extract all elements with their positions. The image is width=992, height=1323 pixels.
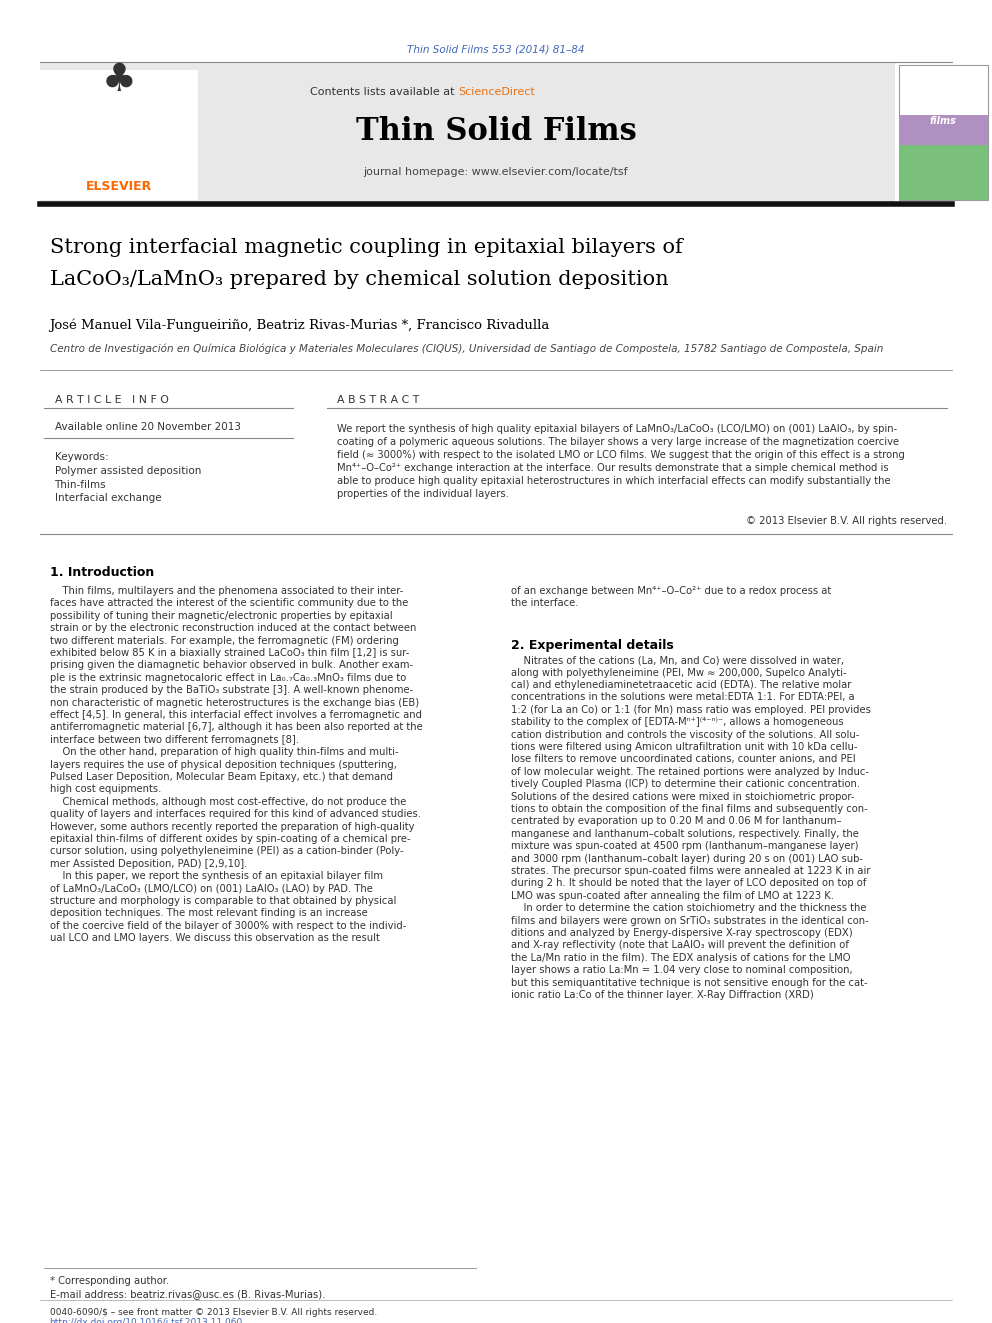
Text: LaCoO₃/LaMnO₃ prepared by chemical solution deposition: LaCoO₃/LaMnO₃ prepared by chemical solut… [50, 270, 669, 288]
Text: but this semiquantitative technique is not sensitive enough for the cat-: but this semiquantitative technique is n… [511, 978, 868, 987]
Text: José Manuel Vila-Fungueiriño, Beatriz Rivas-Murias *, Francisco Rivadulla: José Manuel Vila-Fungueiriño, Beatriz Ri… [50, 318, 550, 332]
Text: ELSEVIER: ELSEVIER [86, 180, 152, 193]
Text: Thin films, multilayers and the phenomena associated to their inter-: Thin films, multilayers and the phenomen… [50, 586, 403, 595]
Text: effect [4,5]. In general, this interfacial effect involves a ferromagnetic and: effect [4,5]. In general, this interfaci… [50, 710, 422, 720]
Text: Keywords:: Keywords: [55, 452, 108, 462]
Text: structure and morphology is comparable to that obtained by physical: structure and morphology is comparable t… [50, 896, 396, 906]
Text: cal) and ethylenediaminetetraacetic acid (EDTA). The relative molar: cal) and ethylenediaminetetraacetic acid… [511, 680, 851, 691]
Text: Contents lists available at: Contents lists available at [310, 87, 458, 97]
Text: and X-ray reflectivity (note that LaAlO₃ will prevent the definition of: and X-ray reflectivity (note that LaAlO₃… [511, 941, 849, 950]
Text: of LaMnO₃/LaCoO₃ (LMO/LCO) on (001) LaAlO₃ (LAO) by PAD. The: of LaMnO₃/LaCoO₃ (LMO/LCO) on (001) LaAl… [50, 884, 372, 893]
FancyBboxPatch shape [899, 115, 988, 146]
Text: antiferromagnetic material [6,7], although it has been also reported at the: antiferromagnetic material [6,7], althou… [50, 722, 423, 733]
Text: the strain produced by the BaTiO₃ substrate [3]. A well-known phenome-: the strain produced by the BaTiO₃ substr… [50, 685, 413, 695]
Text: mer Assisted Deposition, PAD) [2,9,10].: mer Assisted Deposition, PAD) [2,9,10]. [50, 859, 247, 869]
Text: 1:2 (for La an Co) or 1:1 (for Mn) mass ratio was employed. PEI provides: 1:2 (for La an Co) or 1:1 (for Mn) mass … [511, 705, 871, 714]
Text: 2. Experimental details: 2. Experimental details [511, 639, 674, 652]
Text: strain or by the electronic reconstruction induced at the contact between: strain or by the electronic reconstructi… [50, 623, 416, 634]
Text: exhibited below 85 K in a biaxially strained LaCoO₃ thin film [1,2] is sur-: exhibited below 85 K in a biaxially stra… [50, 648, 409, 658]
Text: ditions and analyzed by Energy-dispersive X-ray spectroscopy (EDX): ditions and analyzed by Energy-dispersiv… [511, 927, 852, 938]
Text: stability to the complex of [EDTA-Mⁿ⁺]⁽⁴⁻ⁿ⁾⁻, allows a homogeneous: stability to the complex of [EDTA-Mⁿ⁺]⁽⁴… [511, 717, 843, 728]
Text: strates. The precursor spun-coated films were annealed at 1223 K in air: strates. The precursor spun-coated films… [511, 867, 870, 876]
Text: tions were filtered using Amicon ultrafiltration unit with 10 kDa cellu-: tions were filtered using Amicon ultrafi… [511, 742, 857, 751]
Text: A B S T R A C T: A B S T R A C T [337, 396, 420, 405]
FancyBboxPatch shape [40, 64, 895, 202]
Text: non characteristic of magnetic heterostructures is the exchange bias (EB): non characteristic of magnetic heterostr… [50, 697, 419, 708]
Text: Pulsed Laser Deposition, Molecular Beam Epitaxy, etc.) that demand: Pulsed Laser Deposition, Molecular Beam … [50, 773, 393, 782]
Text: LMO was spun-coated after annealing the film of LMO at 1223 K.: LMO was spun-coated after annealing the … [511, 890, 834, 901]
Text: © 2013 Elsevier B.V. All rights reserved.: © 2013 Elsevier B.V. All rights reserved… [746, 516, 947, 527]
Text: thin
solid
films: thin solid films [930, 94, 957, 126]
Text: Available online 20 November 2013: Available online 20 November 2013 [55, 422, 240, 433]
Text: We report the synthesis of high quality epitaxial bilayers of LaMnO₃/LaCoO₃ (LCO: We report the synthesis of high quality … [337, 423, 898, 434]
Text: Strong interfacial magnetic coupling in epitaxial bilayers of: Strong interfacial magnetic coupling in … [50, 238, 682, 257]
Text: faces have attracted the interest of the scientific community due to the: faces have attracted the interest of the… [50, 598, 408, 609]
Text: Nitrates of the cations (La, Mn, and Co) were dissolved in water,: Nitrates of the cations (La, Mn, and Co)… [511, 655, 844, 665]
Text: Thin-films: Thin-films [55, 479, 106, 490]
Text: of the coercive field of the bilayer of 3000% with respect to the individ-: of the coercive field of the bilayer of … [50, 921, 406, 931]
Text: In this paper, we report the synthesis of an epitaxial bilayer film: In this paper, we report the synthesis o… [50, 872, 383, 881]
Text: tions to obtain the composition of the final films and subsequently con-: tions to obtain the composition of the f… [511, 804, 868, 814]
FancyBboxPatch shape [899, 146, 988, 200]
Text: high cost equipments.: high cost equipments. [50, 785, 161, 794]
Text: cation distribution and controls the viscosity of the solutions. All solu-: cation distribution and controls the vis… [511, 729, 859, 740]
Text: ScienceDirect: ScienceDirect [458, 87, 535, 97]
Text: E-mail address: beatriz.rivas@usc.es (B. Rivas-Murias).: E-mail address: beatriz.rivas@usc.es (B.… [50, 1289, 325, 1299]
Text: the interface.: the interface. [511, 598, 578, 609]
Text: tively Coupled Plasma (ICP) to determine their cationic concentration.: tively Coupled Plasma (ICP) to determine… [511, 779, 860, 790]
Text: manganese and lanthanum–cobalt solutions, respectively. Finally, the: manganese and lanthanum–cobalt solutions… [511, 828, 859, 839]
Text: Thin Solid Films 553 (2014) 81–84: Thin Solid Films 553 (2014) 81–84 [408, 45, 584, 56]
Text: lose filters to remove uncoordinated cations, counter anions, and PEI: lose filters to remove uncoordinated cat… [511, 754, 855, 765]
Text: two different materials. For example, the ferromagnetic (FM) ordering: two different materials. For example, th… [50, 635, 399, 646]
Text: concentrations in the solutions were metal:EDTA 1:1. For EDTA:PEI, a: concentrations in the solutions were met… [511, 692, 854, 703]
Text: along with polyethyleneimine (PEI, Mw ≈ 200,000, Supelco Analyti-: along with polyethyleneimine (PEI, Mw ≈ … [511, 668, 846, 677]
Text: Mn⁴⁺–O–Co²⁺ exchange interaction at the interface. Our results demonstrate that : Mn⁴⁺–O–Co²⁺ exchange interaction at the … [337, 463, 889, 474]
Text: ionic ratio La:Co of the thinner layer. X-Ray Diffraction (XRD): ionic ratio La:Co of the thinner layer. … [511, 990, 813, 1000]
Text: ♣: ♣ [101, 61, 137, 99]
Text: films and bilayers were grown on SrTiO₃ substrates in the identical con-: films and bilayers were grown on SrTiO₃ … [511, 916, 869, 926]
Text: ual LCO and LMO layers. We discuss this observation as the result: ual LCO and LMO layers. We discuss this … [50, 933, 380, 943]
Text: epitaxial thin-films of different oxides by spin-coating of a chemical pre-: epitaxial thin-films of different oxides… [50, 833, 411, 844]
Text: mixture was spun-coated at 4500 rpm (lanthanum–manganese layer): mixture was spun-coated at 4500 rpm (lan… [511, 841, 858, 851]
Text: prising given the diamagnetic behavior observed in bulk. Another exam-: prising given the diamagnetic behavior o… [50, 660, 413, 671]
Text: and 3000 rpm (lanthanum–cobalt layer) during 20 s on (001) LAO sub-: and 3000 rpm (lanthanum–cobalt layer) du… [511, 853, 863, 864]
Text: the La/Mn ratio in the film). The EDX analysis of cations for the LMO: the La/Mn ratio in the film). The EDX an… [511, 953, 850, 963]
Text: However, some authors recently reported the preparation of high-quality: However, some authors recently reported … [50, 822, 414, 832]
Text: interface between two different ferromagnets [8].: interface between two different ferromag… [50, 734, 299, 745]
Text: layers requires the use of physical deposition techniques (sputtering,: layers requires the use of physical depo… [50, 759, 397, 770]
Text: of low molecular weight. The retained portions were analyzed by Induc-: of low molecular weight. The retained po… [511, 767, 869, 777]
Text: properties of the individual layers.: properties of the individual layers. [337, 490, 509, 499]
Text: In order to determine the cation stoichiometry and the thickness the: In order to determine the cation stoichi… [511, 904, 866, 913]
Text: http://dx.doi.org/10.1016/j.tsf.2013.11.060: http://dx.doi.org/10.1016/j.tsf.2013.11.… [50, 1318, 243, 1323]
Text: * Corresponding author.: * Corresponding author. [50, 1275, 169, 1286]
Text: cursor solution, using polyethyleneimine (PEI) as a cation-binder (Poly-: cursor solution, using polyethyleneimine… [50, 847, 403, 856]
Text: able to produce high quality epitaxial heterostructures in which interfacial eff: able to produce high quality epitaxial h… [337, 476, 891, 486]
Text: Centro de Investigación en Química Biológica y Materiales Moleculares (CIQUS), U: Centro de Investigación en Química Bioló… [50, 344, 883, 355]
Text: deposition techniques. The most relevant finding is an increase: deposition techniques. The most relevant… [50, 909, 367, 918]
Text: Interfacial exchange: Interfacial exchange [55, 493, 161, 503]
Text: of an exchange between Mn⁴⁺–O–Co²⁺ due to a redox process at: of an exchange between Mn⁴⁺–O–Co²⁺ due t… [511, 586, 831, 595]
Text: On the other hand, preparation of high quality thin-films and multi-: On the other hand, preparation of high q… [50, 747, 398, 757]
FancyBboxPatch shape [899, 115, 988, 200]
Text: Polymer assisted deposition: Polymer assisted deposition [55, 466, 201, 476]
Text: possibility of tuning their magnetic/electronic properties by epitaxial: possibility of tuning their magnetic/ele… [50, 611, 392, 620]
Text: coating of a polymeric aqueous solutions. The bilayer shows a very large increas: coating of a polymeric aqueous solutions… [337, 437, 900, 447]
Text: Chemical methods, although most cost-effective, do not produce the: Chemical methods, although most cost-eff… [50, 796, 406, 807]
Text: centrated by evaporation up to 0.20 M and 0.06 M for lanthanum–: centrated by evaporation up to 0.20 M an… [511, 816, 841, 827]
Text: 1. Introduction: 1. Introduction [50, 566, 154, 579]
Text: quality of layers and interfaces required for this kind of advanced studies.: quality of layers and interfaces require… [50, 810, 421, 819]
FancyBboxPatch shape [899, 65, 988, 200]
Text: A R T I C L E   I N F O: A R T I C L E I N F O [55, 396, 169, 405]
Text: field (≈ 3000%) with respect to the isolated LMO or LCO films. We suggest that t: field (≈ 3000%) with respect to the isol… [337, 450, 905, 460]
Text: Solutions of the desired cations were mixed in stoichiometric propor-: Solutions of the desired cations were mi… [511, 791, 854, 802]
Text: during 2 h. It should be noted that the layer of LCO deposited on top of: during 2 h. It should be noted that the … [511, 878, 866, 889]
Text: 0040-6090/$ – see front matter © 2013 Elsevier B.V. All rights reserved.: 0040-6090/$ – see front matter © 2013 El… [50, 1308, 377, 1316]
Text: layer shows a ratio La:Mn = 1.04 very close to nominal composition,: layer shows a ratio La:Mn = 1.04 very cl… [511, 966, 852, 975]
Text: journal homepage: www.elsevier.com/locate/tsf: journal homepage: www.elsevier.com/locat… [364, 167, 628, 177]
FancyBboxPatch shape [40, 70, 198, 200]
Text: Thin Solid Films: Thin Solid Films [355, 116, 637, 147]
Text: ple is the extrinsic magnetocaloric effect in La₀.₇Ca₀.₃MnO₃ films due to: ple is the extrinsic magnetocaloric effe… [50, 673, 406, 683]
